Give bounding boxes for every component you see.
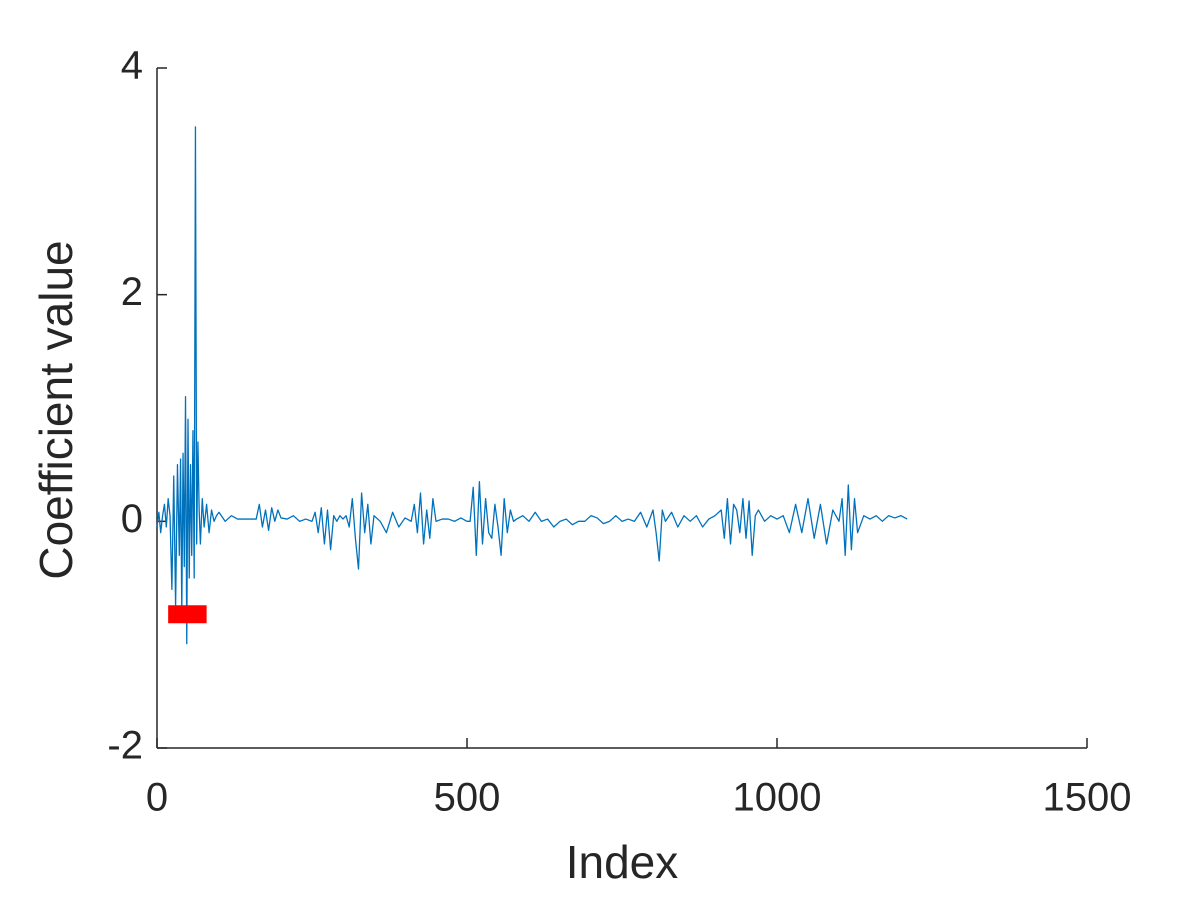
y-tick-label: 4 bbox=[121, 44, 143, 88]
x-tick-label: 0 bbox=[146, 776, 168, 820]
x-tick-label: 1000 bbox=[733, 776, 822, 820]
x-tick-label: 1500 bbox=[1043, 776, 1132, 820]
y-tick-label: 2 bbox=[121, 270, 143, 314]
y-tick-label: 0 bbox=[121, 497, 143, 541]
data-line bbox=[156, 126, 908, 645]
x-tick-label: 500 bbox=[434, 776, 501, 820]
x-axis-label: Index bbox=[566, 836, 679, 888]
y-tick-label: -2 bbox=[107, 724, 143, 768]
y-axis-label: Coefficient value bbox=[30, 240, 82, 579]
